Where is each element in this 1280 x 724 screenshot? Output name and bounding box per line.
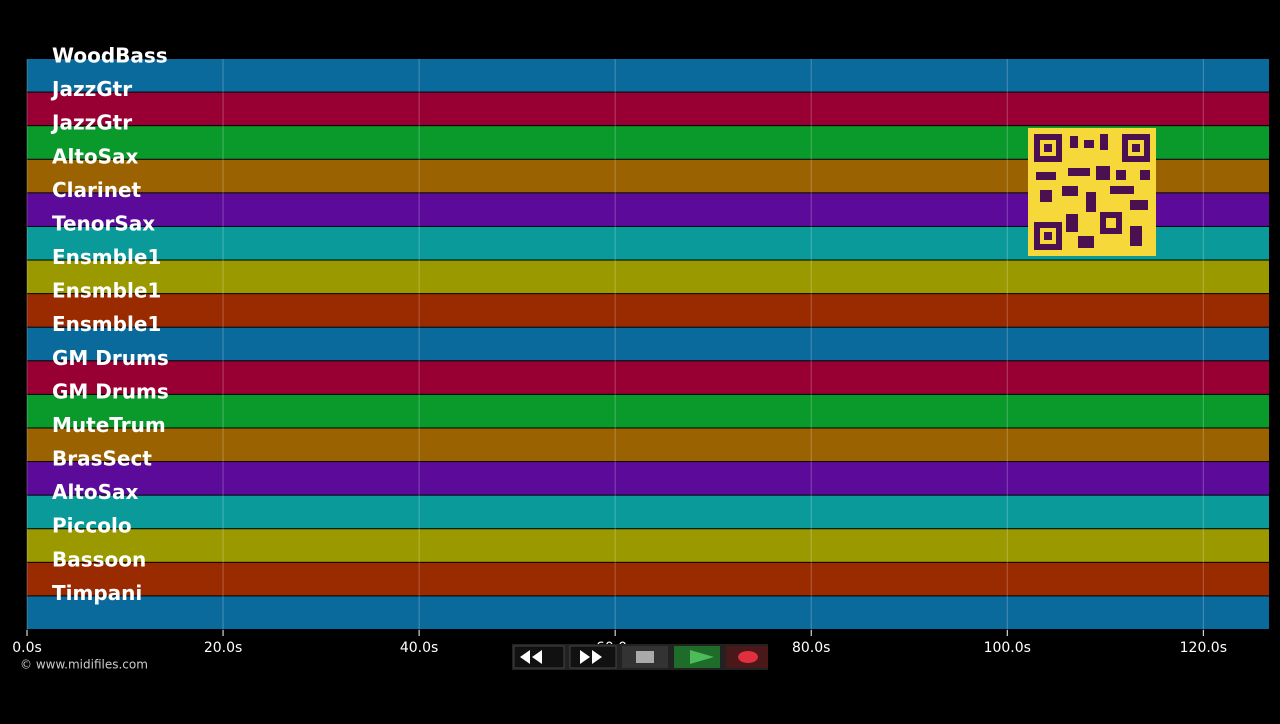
track-name: AltoSax xyxy=(52,144,139,168)
tick-label: 100.0s xyxy=(984,640,1031,656)
track-name: WoodBass xyxy=(52,44,168,68)
track-row xyxy=(27,327,1269,361)
fast-forward-button[interactable] xyxy=(569,645,617,669)
track-row xyxy=(27,562,1269,596)
copyright: © www.midifiles.com xyxy=(20,658,148,672)
tick-label: 40.0s xyxy=(400,640,438,656)
tick-label: 80.0s xyxy=(792,640,830,656)
qr-code xyxy=(1028,128,1156,256)
track-name: GM Drums xyxy=(52,346,169,370)
track-name: JazzGtr xyxy=(50,111,132,135)
track-name: Piccolo xyxy=(52,514,132,538)
tick-label: 0.0s xyxy=(12,640,42,656)
track-name: Ensmble1 xyxy=(52,312,161,336)
track-labels: WoodBass JazzGtr JazzGtr AltoSax Clarinet Ten… xyxy=(50,44,169,605)
track-name: Clarinet xyxy=(52,178,142,202)
tick-label: 20.0s xyxy=(204,640,242,656)
track-name: Bassoon xyxy=(52,547,146,571)
track-name: Timpani xyxy=(52,581,142,605)
track-row xyxy=(27,59,1269,92)
track-name: Ensmble1 xyxy=(52,279,161,303)
qr-pattern xyxy=(1034,134,1150,250)
track-row xyxy=(27,92,1269,126)
record-button[interactable] xyxy=(726,646,768,668)
tick-label: 120.0s xyxy=(1180,640,1227,656)
track-row xyxy=(27,428,1269,462)
track-row xyxy=(27,294,1269,327)
grid xyxy=(26,59,1204,630)
track-row xyxy=(27,260,1269,294)
track-row xyxy=(27,596,1269,629)
track-name: GM Drums xyxy=(52,379,169,403)
track-name: JazzGtr xyxy=(50,77,132,101)
track-name: BrasSect xyxy=(52,447,152,471)
track-name: AltoSax xyxy=(52,480,139,504)
stop-button[interactable] xyxy=(622,646,668,668)
play-button[interactable] xyxy=(674,646,720,668)
track-row xyxy=(27,495,1269,529)
track-row xyxy=(27,462,1269,495)
track-row xyxy=(27,361,1269,394)
track-name: MuteTrum xyxy=(52,413,166,437)
transport-controls xyxy=(512,644,768,670)
track-name: TenorSax xyxy=(52,211,155,235)
track-name: Ensmble1 xyxy=(52,245,161,269)
track-row xyxy=(27,529,1269,562)
track-row xyxy=(27,394,1269,428)
rewind-button[interactable] xyxy=(513,645,565,669)
